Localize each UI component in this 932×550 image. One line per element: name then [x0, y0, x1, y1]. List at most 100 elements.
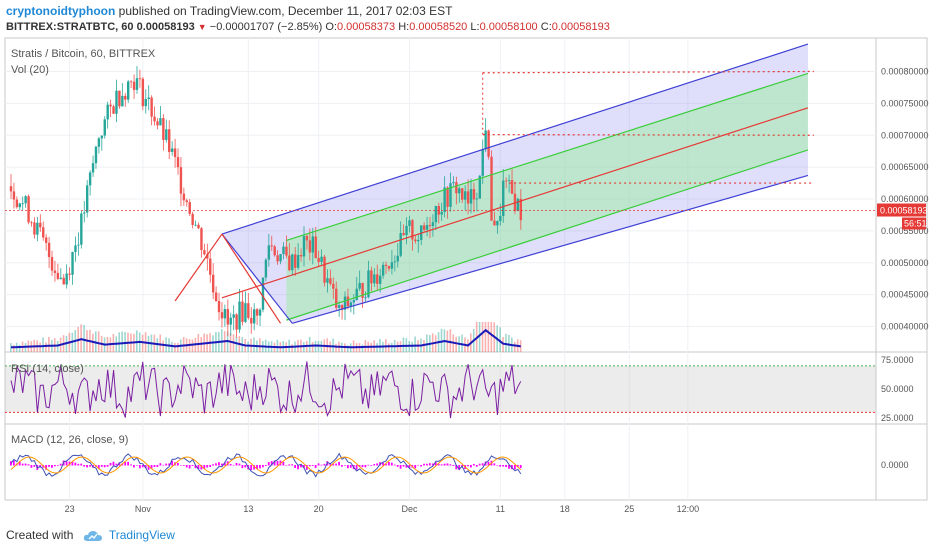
macd-histogram-bar — [203, 465, 206, 469]
candle-body — [422, 225, 426, 230]
macd-histogram-bar — [48, 465, 50, 467]
candle-body — [458, 188, 461, 194]
macd-histogram-bar — [405, 465, 408, 468]
volume-bar — [487, 322, 490, 352]
candle-body — [411, 220, 414, 240]
macd-histogram-bar — [346, 465, 349, 469]
volume-bar — [402, 337, 405, 352]
candle-body — [194, 224, 197, 226]
candle-body — [285, 246, 288, 256]
candle-body — [121, 95, 124, 107]
macd-histogram-bar — [97, 465, 100, 470]
candle-body — [173, 148, 177, 158]
candle-body — [487, 130, 490, 157]
candle-body — [378, 275, 382, 284]
symbol-label: BITTREX:STRATBTC, 60 — [6, 21, 134, 33]
candle-body — [461, 188, 464, 200]
candle-body — [33, 222, 36, 235]
time-tick-label: Dec — [401, 504, 418, 514]
candle-body — [36, 222, 39, 235]
macd-histogram-bar — [431, 463, 434, 466]
price-tick-label: 0.00075000 — [881, 98, 929, 108]
macd-histogram-bar — [194, 465, 197, 469]
macd-histogram-bar — [253, 465, 255, 470]
macd-histogram-bar — [177, 462, 179, 466]
macd-histogram-bar — [373, 464, 376, 466]
macd-histogram-bar — [232, 464, 235, 466]
time-tick-label: Nov — [135, 504, 152, 514]
candle-body — [499, 216, 502, 222]
candle-body — [387, 266, 391, 269]
close-label: C: — [540, 21, 552, 33]
candle-body — [323, 256, 326, 283]
candle-body — [153, 116, 156, 122]
macd-histogram-bar — [156, 465, 159, 467]
macd-signal-line — [10, 456, 522, 474]
macd-histogram-bar — [24, 463, 27, 466]
candle-body — [124, 95, 127, 100]
candle-body — [270, 245, 273, 247]
macd-histogram-bar — [53, 465, 56, 467]
macd-histogram-bar — [56, 465, 59, 466]
candle-body — [244, 303, 247, 322]
candle-body — [112, 106, 115, 114]
candle-body — [47, 242, 51, 258]
candle-body — [197, 224, 200, 229]
macd-histogram-bar — [285, 465, 288, 466]
candle-body — [77, 244, 80, 246]
candle-body — [402, 232, 405, 236]
last-price-tag — [877, 203, 926, 217]
price-tick-label: 0.00060000 — [881, 194, 929, 204]
macd-histogram-bar — [487, 461, 490, 466]
volume-bar — [508, 334, 510, 352]
macd-line — [10, 452, 522, 478]
candle-body — [355, 288, 358, 301]
volume-bar — [423, 340, 425, 352]
author-link[interactable]: cryptonoidtyphoon — [6, 4, 116, 18]
low-label: L: — [470, 21, 480, 33]
footer: Created with TradingView — [6, 528, 175, 542]
candle-body — [53, 270, 57, 273]
candle-body — [118, 90, 121, 107]
candle-body — [352, 300, 356, 303]
candle-body — [414, 239, 417, 242]
chart-canvas[interactable]: 0.00040000 0.00045000 0.00050000 0.00055000… — [0, 0, 932, 525]
macd-histogram-bar — [355, 465, 358, 470]
macd-histogram-bar — [182, 465, 185, 466]
macd-histogram-bar — [138, 465, 141, 469]
macd-histogram-bar — [150, 465, 153, 469]
volume-bar — [45, 342, 47, 352]
axis-labels: 0.00040000 0.00045000 0.00050000 0.00055000… — [65, 67, 929, 515]
tradingview-brand[interactable]: TradingView — [108, 528, 175, 542]
volume-bar — [449, 329, 452, 352]
macd-histogram-bar — [264, 465, 267, 466]
volume-bar — [414, 336, 416, 352]
macd-histogram-bar — [153, 465, 156, 468]
macd-histogram-bar — [103, 465, 106, 468]
macd-histogram-bar — [273, 460, 276, 466]
volume-bar — [387, 343, 390, 352]
macd-histogram-bar — [162, 464, 165, 466]
candle-body — [214, 292, 218, 302]
volume-bar — [461, 334, 463, 352]
candle-body — [261, 277, 265, 310]
macd-histogram-bar — [390, 462, 393, 466]
macd-histogram-bar — [229, 464, 232, 466]
volume-bar — [346, 345, 349, 352]
candle-body — [12, 191, 16, 200]
macd-histogram-bar — [168, 463, 171, 466]
macd-histogram-bar — [197, 465, 200, 470]
candle-body — [109, 104, 112, 107]
macd-histogram-bar — [18, 461, 21, 466]
candle-body — [30, 222, 33, 224]
macd-histogram-bar — [77, 463, 80, 466]
macd-tick-label: 0.0000 — [881, 460, 909, 470]
macd-histogram-bar — [109, 463, 112, 466]
macd-histogram-bar — [235, 462, 238, 466]
candle-body — [226, 309, 230, 325]
macd-histogram-bar — [209, 465, 212, 467]
candle-body — [97, 138, 101, 147]
candle-body — [507, 180, 511, 181]
macd-histogram-bar — [238, 463, 241, 466]
macd-histogram-bar — [112, 461, 115, 466]
